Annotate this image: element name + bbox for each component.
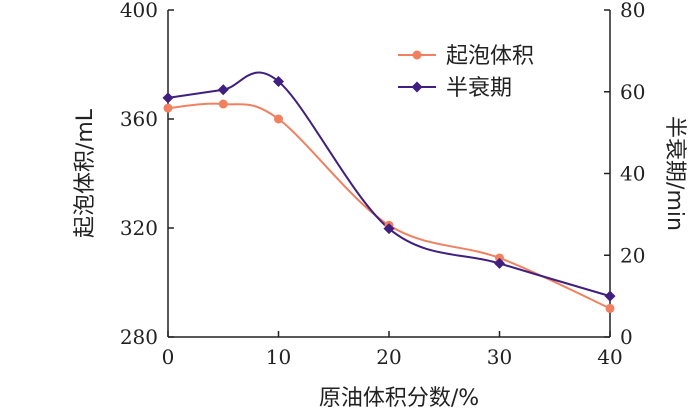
x-axis-title: 原油体积分数/% [319,386,479,411]
data-point-circle [274,114,283,124]
series-line-1 [167,71,611,298]
y-left-tick-label: 360 [120,107,158,131]
data-point-circle [218,99,228,109]
y-right-tick-label: 40 [620,162,645,186]
data-point-diamond [273,76,284,88]
data-point-circle [163,103,173,113]
y-left-tick-label: 400 [120,0,158,22]
data-point-diamond [604,290,616,302]
x-tick-label: 10 [266,345,291,369]
axes [167,9,611,338]
y-right-tick-label: 80 [620,0,645,22]
legend: 起泡体积 半衰期 [398,44,534,101]
y-left-tick-label: 320 [120,216,158,240]
y-right-tick-label: 20 [620,243,645,267]
x-tick-label: 20 [376,345,401,369]
legend-item-half-life: 半衰期 [398,76,512,101]
legend-label: 半衰期 [446,76,512,101]
x-tick-label: 30 [487,345,512,369]
legend-item-foam-volume: 起泡体积 [398,44,534,69]
legend-swatch-circle [412,50,422,60]
y-left-tick-label: 280 [120,325,158,349]
x-tick-label: 40 [597,345,622,369]
x-tick-label: 0 [162,345,175,369]
y-axis-left-title: 起泡体积/mL [73,108,98,238]
data-point-circle [605,303,615,313]
y-axis-right-title: 半衰期/min [662,116,687,231]
data-point-diamond [383,223,395,235]
tick-labels: 0 10 20 30 40 280 320 360 400 0 20 40 60 80 [120,0,646,369]
legend-swatch-diamond [411,81,423,93]
data-point-diamond [217,84,229,96]
legend-label: 起泡体积 [446,44,534,69]
y-right-tick-label: 60 [620,80,645,104]
series-markers [162,76,616,313]
data-point-diamond [162,92,174,104]
y-right-tick-label: 0 [620,325,633,349]
series-curves [167,71,611,310]
data-point-diamond [494,257,505,269]
